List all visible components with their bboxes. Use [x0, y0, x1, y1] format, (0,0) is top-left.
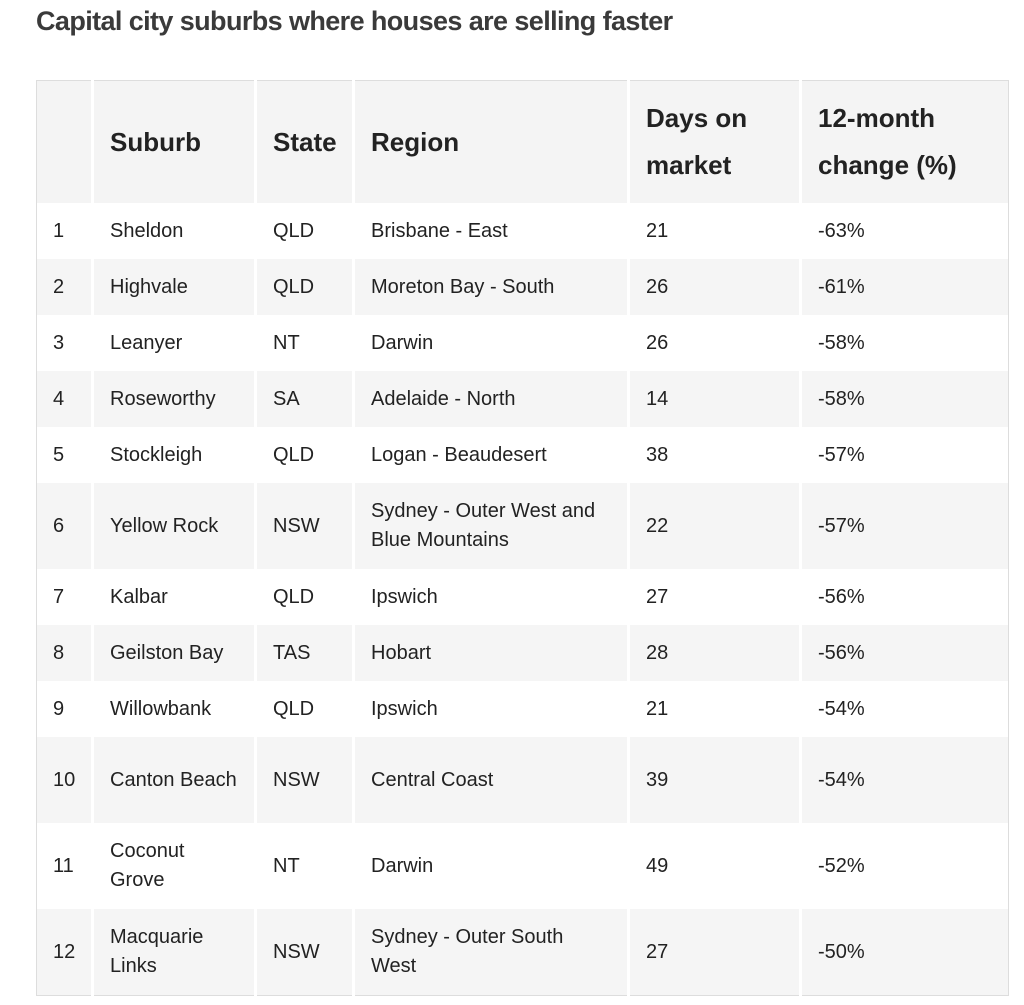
table-cell: Yellow Rock: [92, 483, 257, 569]
table-cell: 21: [628, 203, 802, 259]
table-row: 8 Geilston Bay TAS Hobart 28 -56%: [36, 625, 1009, 681]
table-cell: Moreton Bay - South: [353, 259, 630, 315]
table-row: 6 Yellow Rock NSW Sydney - Outer West and B…: [36, 483, 1009, 569]
table-cell: -63%: [818, 219, 865, 242]
table-cell: 2: [36, 259, 94, 315]
table-cell: 27: [628, 909, 802, 996]
table-cell: NSW: [255, 483, 355, 569]
table-cell: QLD: [255, 427, 355, 483]
table-cell: QLD: [255, 259, 355, 315]
table-row: 11 Coconut Grove NT Darwin 49 -52%: [36, 823, 1009, 909]
table-cell: -56%: [800, 625, 1009, 681]
data-table: Suburb State Region Days on market 12-month …: [36, 80, 1009, 996]
table-cell: Brisbane - East: [353, 203, 630, 259]
header-cell: Days on market: [628, 80, 802, 203]
table-title: Capital city suburbs where houses are se…: [36, 6, 673, 36]
table-row: 12 Macquarie Links NSW Sydney - Outer South…: [36, 909, 1009, 996]
table-cell: 22: [628, 483, 802, 569]
table-cell: -61%: [800, 259, 1009, 315]
table-cell: -54%: [800, 737, 1009, 823]
table-cell: 26: [628, 259, 802, 315]
table-cell: 1: [36, 203, 94, 259]
table-cell: Ipswich: [353, 681, 630, 737]
table-cell: Highvale: [92, 259, 257, 315]
table-cell: Logan - Beaudesert: [353, 427, 630, 483]
table-cell: NT: [255, 315, 355, 371]
table-cell: -58%: [800, 371, 1009, 427]
header-row: Suburb State Region Days on market 12-month …: [36, 80, 1009, 203]
table-cell: 8: [36, 625, 94, 681]
table-cell: SA: [255, 371, 355, 427]
table-cell: 26: [628, 315, 802, 371]
table-cell: 3: [36, 315, 94, 371]
table-cell: NSW: [255, 909, 355, 996]
table-cell: 39: [628, 737, 802, 823]
table-cell: Central Coast: [353, 737, 630, 823]
table-cell: 11: [36, 823, 94, 909]
table-row: 3 Leanyer NT Darwin 26 -58%: [36, 315, 1009, 371]
table-cell: Sheldon: [92, 203, 257, 259]
table-cell: Sydney - Outer West and Blue Mountains: [353, 483, 630, 569]
table-cell: Darwin: [353, 823, 630, 909]
table-cell: Canton Beach: [92, 737, 257, 823]
table-cell: 14: [628, 371, 802, 427]
table-cell: Geilston Bay: [92, 625, 257, 681]
table-cell: 27: [628, 569, 802, 625]
table-cell: Willowbank: [92, 681, 257, 737]
table-cell: Darwin: [353, 315, 630, 371]
table-cell: Adelaide - North: [353, 371, 630, 427]
header-cell: Suburb: [92, 80, 257, 203]
table-cell: -57%: [800, 483, 1009, 569]
table-cell: 6: [36, 483, 94, 569]
table-cell: QLD: [255, 569, 355, 625]
table-cell: Kalbar: [92, 569, 257, 625]
table-cell: Stockleigh: [92, 427, 257, 483]
table-row: 1 Sheldon QLD Brisbane - East 21 -63%: [36, 203, 1009, 259]
table-cell: 9: [36, 681, 94, 737]
table-cell: 28: [628, 625, 802, 681]
table-cell: 7: [36, 569, 94, 625]
header-cell: [36, 80, 94, 203]
table-row: 5 Stockleigh QLD Logan - Beaudesert 38 -57%: [36, 427, 1009, 483]
table-cell: 49: [628, 823, 802, 909]
table-cell: 5: [36, 427, 94, 483]
table-cell: NT: [255, 823, 355, 909]
header-cell: Region: [353, 80, 630, 203]
table-row: 4 Roseworthy SA Adelaide - North 14 -58%: [36, 371, 1009, 427]
table-cell: -58%: [818, 331, 865, 354]
table-cell: 4: [36, 371, 94, 427]
table-cell: -57%: [818, 443, 865, 466]
table-cell: Sydney - Outer South West: [353, 909, 630, 996]
table-row: 9 Willowbank QLD Ipswich 21 -54%: [36, 681, 1009, 737]
table-cell: Macquarie Links: [92, 909, 257, 996]
table-cell: -52%: [818, 854, 865, 877]
table-cell: -54%: [818, 697, 865, 720]
table-cell: Leanyer: [92, 315, 257, 371]
header-cell: 12-month change (%): [800, 80, 1009, 203]
header-cell: State: [255, 80, 355, 203]
table-cell: 12: [36, 909, 94, 996]
table-cell: QLD: [255, 681, 355, 737]
table-cell: QLD: [255, 203, 355, 259]
table-cell: Roseworthy: [92, 371, 257, 427]
table-row: 2 Highvale QLD Moreton Bay - South 26 -61%: [36, 259, 1009, 315]
table-body: 1 Sheldon QLD Brisbane - East 21 -63% 2 Highval…: [36, 203, 1009, 996]
table-cell: 10: [36, 737, 94, 823]
table-cell: 38: [628, 427, 802, 483]
table-cell: -56%: [818, 585, 865, 608]
table-cell: Coconut Grove: [92, 823, 257, 909]
table-row: 7 Kalbar QLD Ipswich 27 -56%: [36, 569, 1009, 625]
table-cell: 21: [628, 681, 802, 737]
table-cell: TAS: [255, 625, 355, 681]
table-cell: Hobart: [353, 625, 630, 681]
table-cell: -50%: [800, 909, 1009, 996]
table-cell: Ipswich: [353, 569, 630, 625]
table-row: 10 Canton Beach NSW Central Coast 39 -54%: [36, 737, 1009, 823]
table-cell: NSW: [255, 737, 355, 823]
